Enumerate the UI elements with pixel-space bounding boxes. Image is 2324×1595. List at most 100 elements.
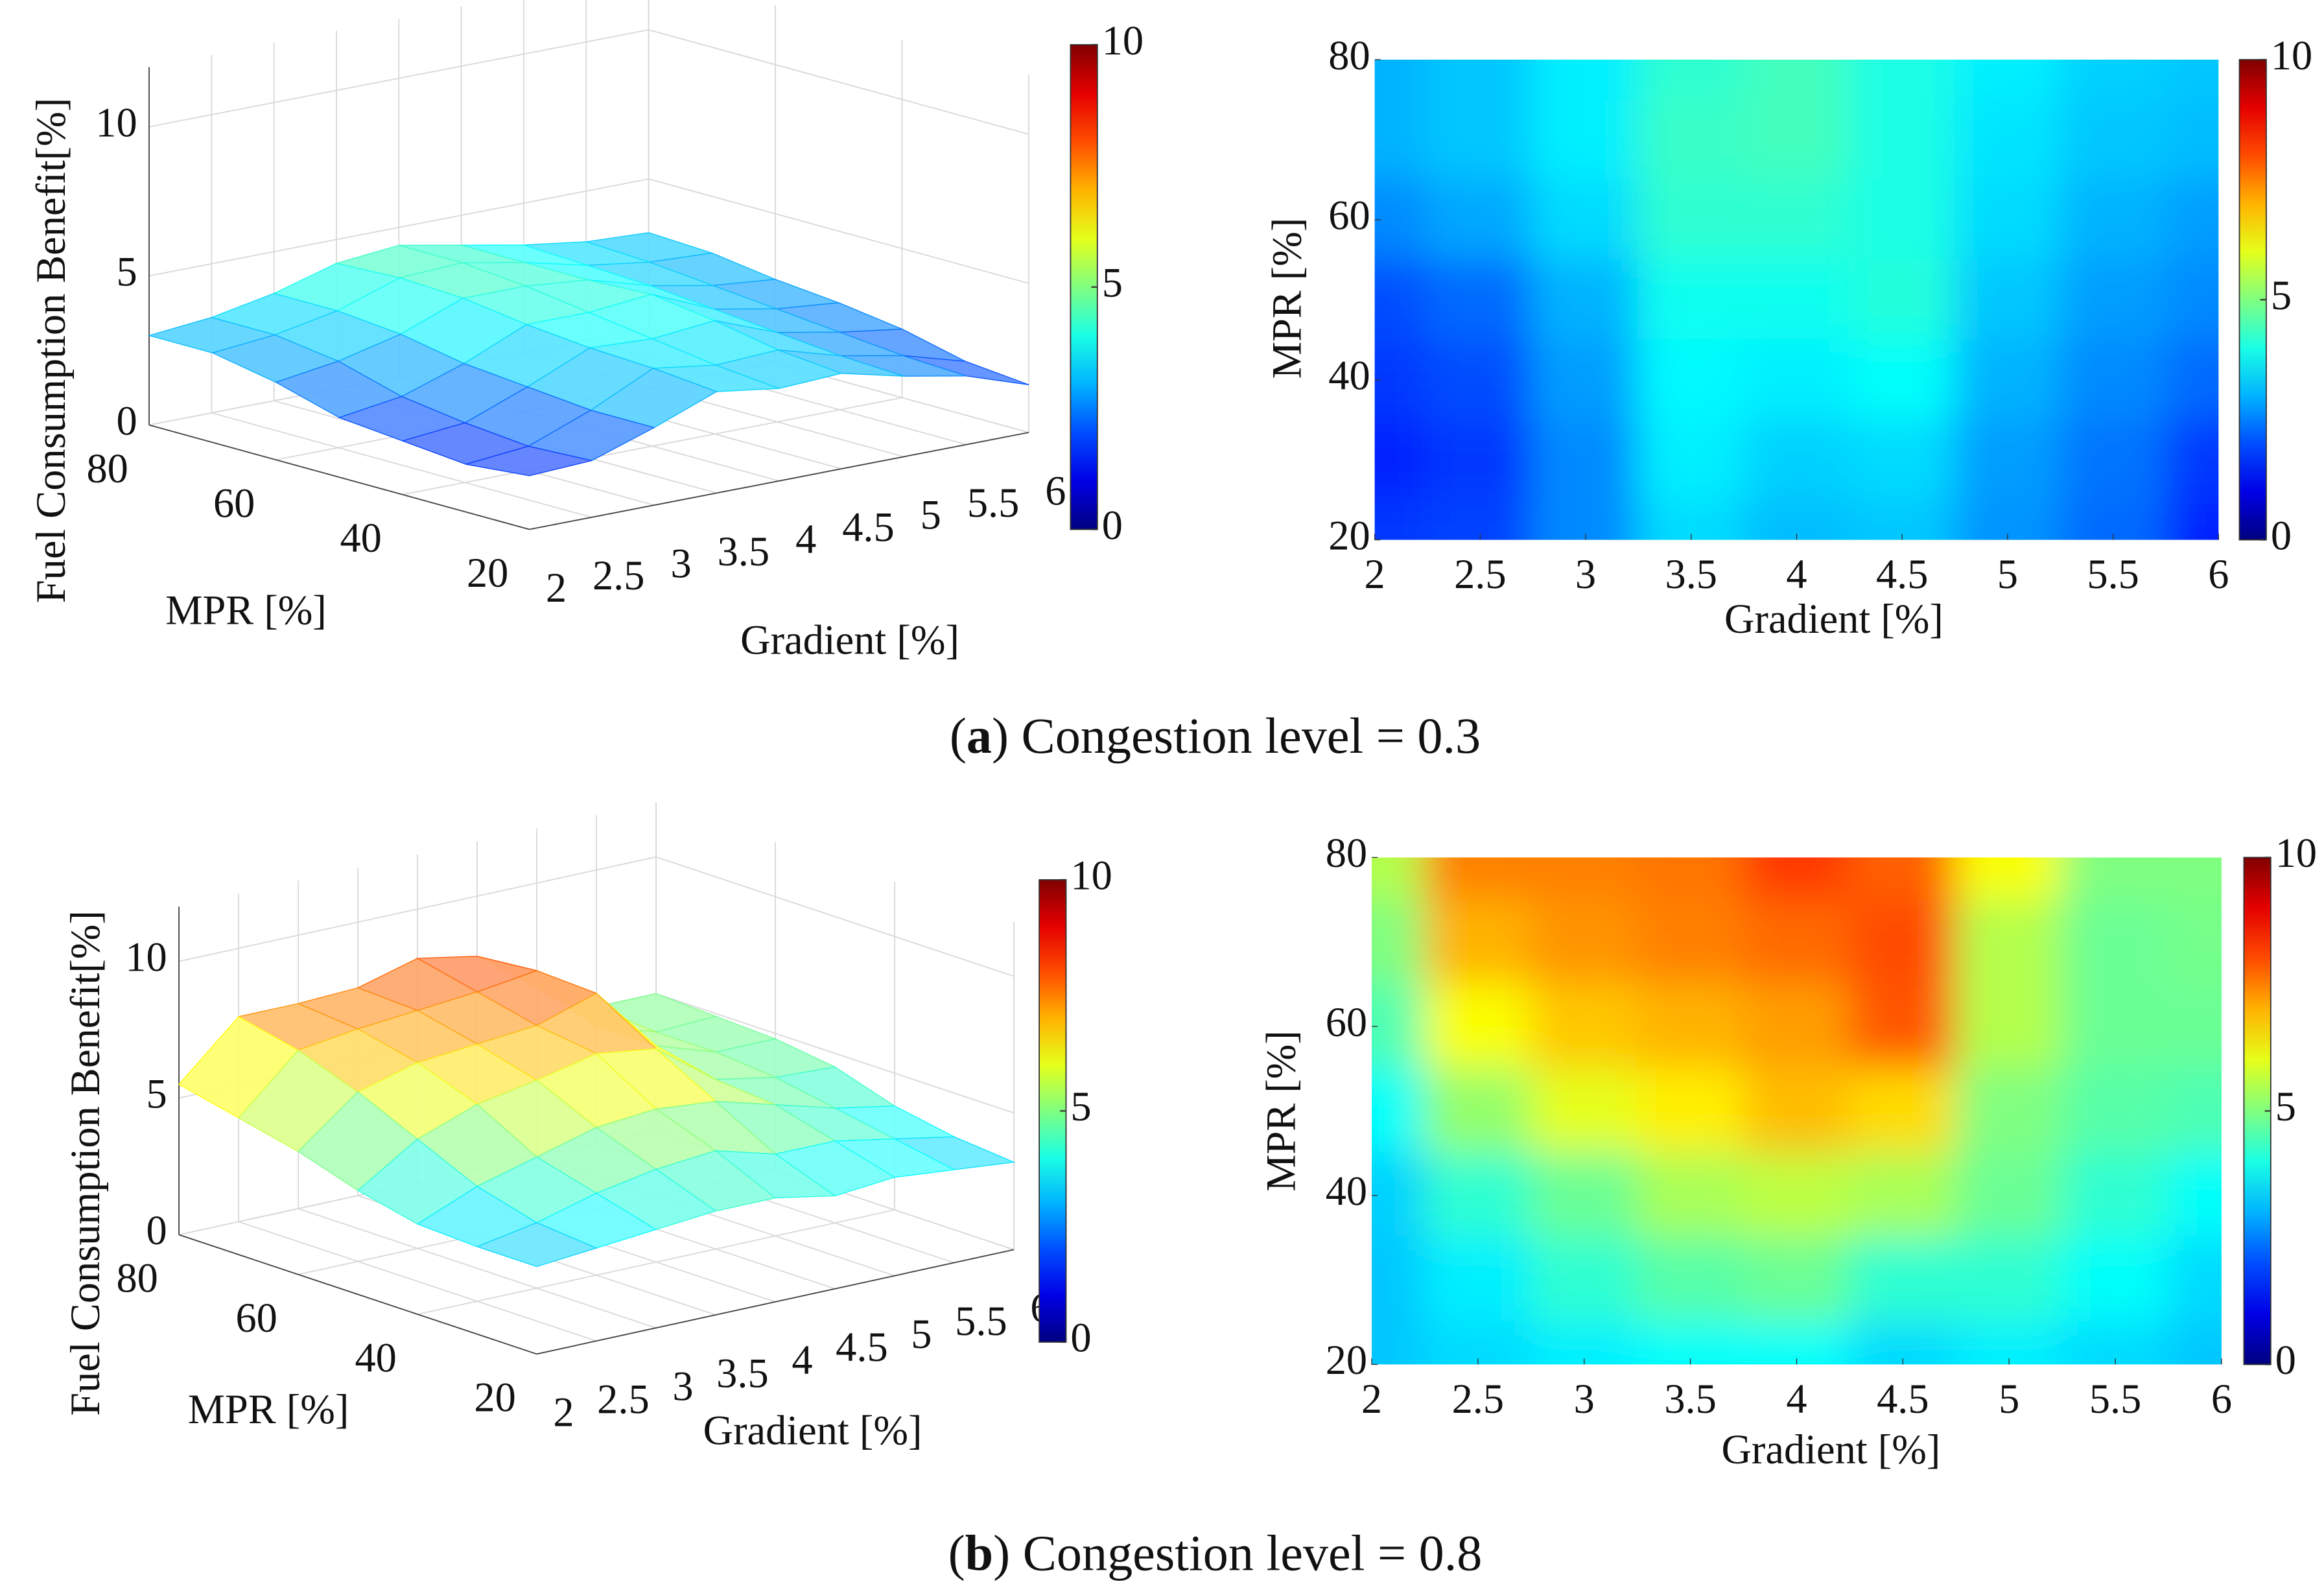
z-tick-label: 0	[116, 397, 137, 443]
heatmap-cell	[2060, 499, 2167, 540]
heatmap-cell	[1743, 419, 1850, 501]
heatmap-cell	[1743, 1236, 1851, 1323]
x-axis-label: Gradient [%]	[1721, 1426, 1940, 1472]
heatmap-cell	[1374, 99, 1429, 181]
heatmap-cell	[2060, 419, 2167, 501]
x-tick-label: 6	[2211, 1376, 2232, 1422]
heatmap-cell	[1424, 1152, 1532, 1239]
heatmap-cell	[1371, 1068, 1426, 1154]
heatmap-cell	[1426, 259, 1534, 341]
y-tick-label: 40	[1328, 352, 1370, 398]
colorbar-tick-label: 5	[2275, 1083, 2296, 1129]
heatmap-cell	[1849, 1236, 1957, 1323]
heatmap-cell	[2167, 1068, 2222, 1154]
y-tick-label: 80	[1328, 32, 1370, 78]
heatmap-cell	[2060, 259, 2167, 341]
y-tick-label: 80	[116, 1255, 158, 1301]
x-tick-label: 2	[1364, 551, 1385, 597]
heatmap-cell	[1374, 178, 1429, 261]
heatmap-cell	[2165, 419, 2219, 501]
x-tick-label: 5.5	[955, 1298, 1007, 1344]
heatmap-cell	[1530, 983, 1638, 1070]
heatmap-cell	[1530, 857, 1638, 901]
heatmap-cell	[1637, 59, 1745, 100]
x-tick-label: 2	[1361, 1376, 1382, 1422]
heatmap-cell	[2061, 1068, 2170, 1154]
heatmap-cell	[1532, 99, 1639, 181]
grid-line	[148, 178, 649, 277]
x-axis-label: Gradient [%]	[1724, 596, 1943, 642]
x-axis	[536, 1249, 1015, 1355]
heatmap-cell	[1743, 259, 1850, 341]
heatmap-cell	[1374, 499, 1429, 540]
heatmap-cell	[2167, 1152, 2222, 1239]
heatmap-cell	[1371, 899, 1426, 986]
heatmap-cell	[1426, 338, 1534, 421]
colorbar-tick-label: 5	[1070, 1083, 1091, 1129]
heatmap-cell	[1954, 419, 2061, 501]
x-tick-label: 2	[546, 565, 567, 611]
y-tick-label: 80	[86, 445, 128, 491]
grid-line	[655, 856, 1015, 977]
colorbar-tick-label: 5	[2271, 272, 2292, 318]
x-tick-label: 4.5	[1876, 551, 1928, 597]
caption: (b) Congestion level = 0.8	[948, 1524, 1483, 1581]
y-tick-label: 60	[1326, 999, 1367, 1045]
heatmap-cell	[1954, 259, 2061, 341]
heatmap-cell	[1849, 857, 1957, 901]
x-axis-label: Gradient [%]	[740, 617, 959, 663]
heatmap-cell	[1637, 499, 1745, 540]
x-tick-label: 4.5	[1877, 1376, 1929, 1422]
y-tick-label: 40	[355, 1334, 396, 1380]
heatmap-cell	[1636, 1321, 1744, 1365]
x-tick-label: 2.5	[597, 1376, 649, 1423]
x-tick-label: 5.5	[2089, 1376, 2141, 1422]
heatmap-cell	[1424, 1236, 1532, 1323]
heatmap-cell	[2167, 1321, 2222, 1365]
x-tick-label: 5	[921, 492, 941, 538]
heatmap-cell	[1532, 499, 1639, 540]
heatmap-cell	[1636, 983, 1744, 1070]
heatmap	[1371, 857, 2222, 1365]
heatmap-cell	[1743, 499, 1850, 540]
grid-line	[655, 993, 1015, 1114]
heatmap-cell	[1743, 99, 1850, 181]
y-tick-label: 20	[1326, 1337, 1367, 1383]
z-axis-label: Fuel Consumption Benefit[%]	[28, 98, 74, 604]
grid-line	[298, 1208, 657, 1329]
x-tick-label: 3.5	[718, 528, 769, 574]
grid-line	[402, 397, 902, 495]
grid-line	[238, 1221, 597, 1342]
heatmap-cell	[1954, 99, 2061, 181]
y-axis-label: MPR [%]	[165, 587, 327, 633]
y-tick-label: 20	[467, 550, 508, 596]
caption-part: ) Congestion level = 0.8	[993, 1524, 1482, 1581]
heatmap-cell	[1955, 857, 2063, 901]
heatmap-cell	[2061, 1321, 2170, 1365]
heatmap-cell	[1849, 1321, 1957, 1365]
z-axis-label: Fuel Consumption Benefit[%]	[62, 910, 108, 1416]
x-tick-label: 5.5	[2087, 551, 2139, 597]
heatmap-cell	[1743, 59, 1850, 100]
grid-line	[148, 29, 649, 128]
heatmap-cell	[1955, 1236, 2063, 1323]
heatmap-cell	[2165, 338, 2219, 421]
heatmap-cell	[1426, 59, 1534, 100]
heatmap	[1374, 59, 2219, 540]
heatmap-cell	[1637, 99, 1745, 181]
colorbar-tick-label: 0	[2275, 1337, 2296, 1383]
heatmap-cell	[1532, 178, 1639, 261]
y-axis	[148, 424, 530, 530]
heatmap-cell	[1426, 99, 1534, 181]
y-tick-label: 60	[1328, 193, 1370, 239]
heatmap-cell	[1743, 178, 1850, 261]
heatmap-cell	[1849, 1152, 1957, 1239]
heatmap-cell	[1954, 338, 2061, 421]
caption-part: (	[948, 1524, 965, 1581]
heatmap-cell	[2061, 1236, 2170, 1323]
colorbar-tick-label: 10	[2275, 830, 2317, 876]
heatmap-cell	[1848, 259, 1956, 341]
heatmap-cell	[2061, 983, 2170, 1070]
grid-line	[417, 1209, 895, 1315]
z-tick-label: 0	[146, 1207, 167, 1253]
